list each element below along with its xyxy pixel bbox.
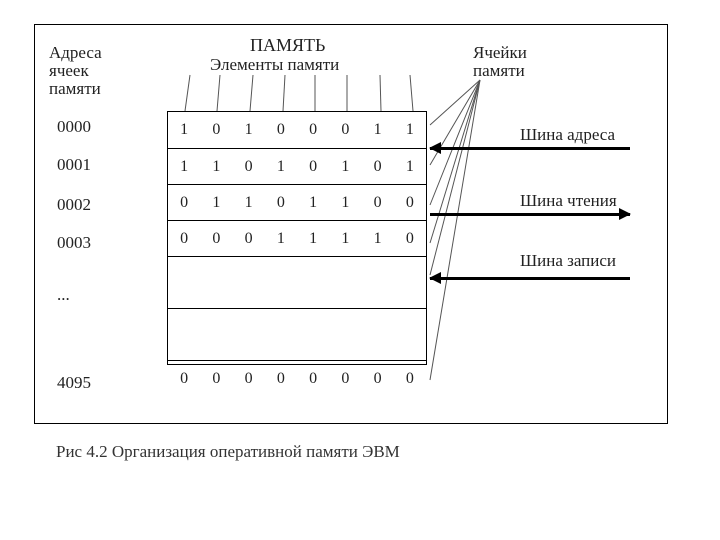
mem-cell: 1 xyxy=(200,194,232,212)
mem-cell: 1 xyxy=(329,158,361,176)
write-bus-arrow-icon xyxy=(430,277,630,280)
table-row: 0 0 0 0 0 0 0 0 xyxy=(168,360,426,396)
mem-cell: 0 xyxy=(394,194,426,212)
mem-cell: 0 xyxy=(265,370,297,388)
mem-cell: 1 xyxy=(362,121,394,139)
mem-cell: 1 xyxy=(297,194,329,212)
mem-cell: 0 xyxy=(329,121,361,139)
mem-cell: 0 xyxy=(329,370,361,388)
mem-cell: 0 xyxy=(233,230,265,248)
mem-cell: 0 xyxy=(297,158,329,176)
mem-cell: 1 xyxy=(329,194,361,212)
mem-cell: 0 xyxy=(233,370,265,388)
mem-cell: 0 xyxy=(362,194,394,212)
mem-cell: 0 xyxy=(168,230,200,248)
mem-cell: 0 xyxy=(200,370,232,388)
mem-cell: 1 xyxy=(265,158,297,176)
mem-cell: 1 xyxy=(362,230,394,248)
mem-cell: 1 xyxy=(168,158,200,176)
mem-cell: 0 xyxy=(265,194,297,212)
table-row: 1 1 0 1 0 1 0 1 xyxy=(168,148,426,184)
mem-cell: 1 xyxy=(233,194,265,212)
read-bus-arrow-icon xyxy=(430,213,630,216)
read-bus-label: Шина чтения xyxy=(520,191,617,211)
mem-cell: 1 xyxy=(200,158,232,176)
diagram-frame: ПАМЯТЬ Элементы памяти Адреса ячеек памя… xyxy=(34,24,668,424)
mem-cell: 0 xyxy=(233,158,265,176)
mem-cell: 1 xyxy=(394,158,426,176)
mem-cell: 1 xyxy=(265,230,297,248)
address-bus-label: Шина адреса xyxy=(520,125,615,145)
mem-cell: 0 xyxy=(200,230,232,248)
mem-cell: 1 xyxy=(329,230,361,248)
mem-cell: 0 xyxy=(394,370,426,388)
mem-cell: 0 xyxy=(362,370,394,388)
mem-cell: 1 xyxy=(394,121,426,139)
address-bus-arrow-icon xyxy=(430,147,630,150)
mem-cell: 0 xyxy=(168,194,200,212)
mem-cell: 0 xyxy=(394,230,426,248)
mem-cell: 0 xyxy=(297,121,329,139)
mem-cell: 0 xyxy=(200,121,232,139)
table-row xyxy=(168,308,426,360)
mem-cell: 0 xyxy=(168,370,200,388)
figure-caption: Рис 4.2 Организация оперативной памяти Э… xyxy=(56,442,400,462)
mem-cell: 1 xyxy=(168,121,200,139)
memory-table: 1 0 1 0 0 0 1 1 1 1 0 1 0 1 0 1 0 1 1 0 … xyxy=(167,111,427,365)
mem-cell: 1 xyxy=(233,121,265,139)
table-row: 0 0 0 1 1 1 1 0 xyxy=(168,220,426,256)
table-row xyxy=(168,256,426,308)
table-row: 1 0 1 0 0 0 1 1 xyxy=(168,112,426,148)
mem-cell: 0 xyxy=(362,158,394,176)
write-bus-label: Шина записи xyxy=(520,251,616,271)
mem-cell: 0 xyxy=(297,370,329,388)
mem-cell: 1 xyxy=(297,230,329,248)
mem-cell: 0 xyxy=(265,121,297,139)
table-row: 0 1 1 0 1 1 0 0 xyxy=(168,184,426,220)
